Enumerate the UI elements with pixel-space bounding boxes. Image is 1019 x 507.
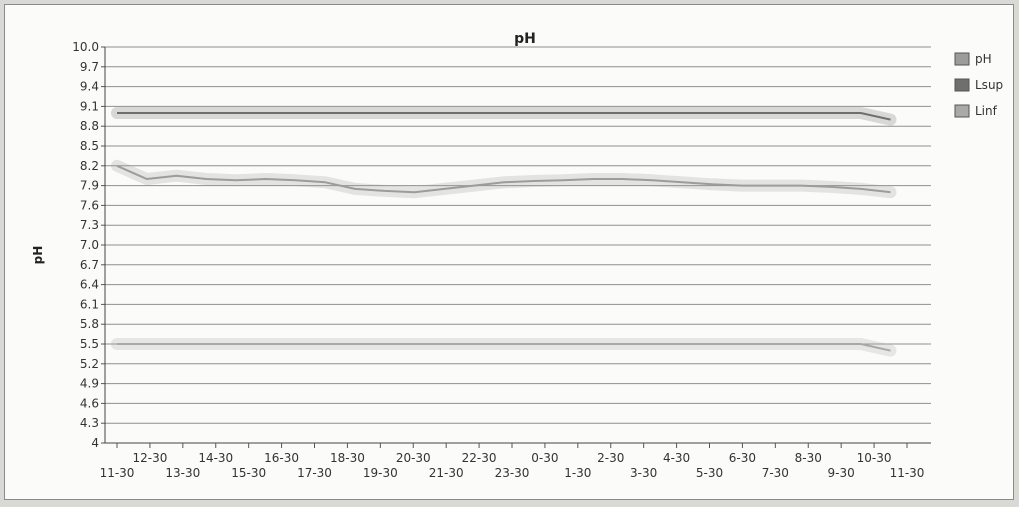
series-line-lsup: [117, 112, 891, 121]
y-tick-label: 5.2: [80, 357, 99, 371]
series-line-linf: [117, 343, 891, 352]
series-band-ph: [111, 159, 897, 199]
x-tick-label-lower: 13-30: [165, 466, 200, 480]
x-tick-label-upper: 8-30: [795, 451, 822, 465]
x-tick-label-lower: 23-30: [495, 466, 530, 480]
legend: pH Lsup Linf: [954, 52, 1003, 118]
x-tick-label-upper: 16-30: [264, 451, 299, 465]
y-tick-label: 4.6: [80, 396, 99, 410]
x-tick-label-lower: 7-30: [762, 466, 789, 480]
y-tick-label: 10.0: [72, 40, 99, 54]
x-tick-labels: 11-30 13-30 15-30 17-30 19-30 21-30 23-30 1-30 3…: [100, 451, 925, 480]
ph-line-chart: pH pH 10.0 9.7 9.4 9.1 8.8 8.5 8.2 7.9 7.6 7.3 7.0…: [31, 31, 1003, 480]
x-tick-label-lower: 1-30: [564, 466, 591, 480]
x-tick-label-upper: 10-30: [857, 451, 892, 465]
y-tick-label: 4.3: [80, 416, 99, 430]
x-tick-label-lower: 19-30: [363, 466, 398, 480]
x-tick-label-upper: 4-30: [663, 451, 690, 465]
y-tick-label: 7.3: [80, 218, 99, 232]
x-tick-label-upper: 6-30: [729, 451, 756, 465]
y-tick-labels: 10.0 9.7 9.4 9.1 8.8 8.5 8.2 7.9 7.6 7.3 7.0 6.7 6.4…: [72, 40, 99, 450]
y-tick-label: 8.2: [80, 159, 99, 173]
y-tick-label: 6.4: [80, 278, 99, 292]
legend-label-lsup: Lsup: [975, 78, 1003, 92]
x-tick-label-upper: 18-30: [330, 451, 365, 465]
grid-lines: [105, 46, 931, 444]
x-tick-label-lower: 17-30: [297, 466, 332, 480]
y-tick-label: 7.6: [80, 198, 99, 212]
series-lines: [111, 107, 897, 357]
legend-swatch-lsup: [954, 78, 970, 92]
y-tick-label: 4.9: [80, 377, 99, 391]
x-tick-label-upper: 2-30: [597, 451, 624, 465]
legend-label-linf: Linf: [975, 104, 998, 118]
y-tick-label: 8.5: [80, 139, 99, 153]
x-tick-label-upper: 14-30: [198, 451, 233, 465]
y-tick-label: 8.8: [80, 119, 99, 133]
x-tick-label-lower: 11-30: [890, 466, 925, 480]
y-tick-label: 4: [91, 436, 99, 450]
y-tick-label: 7.9: [80, 179, 99, 193]
y-tick-label: 7.0: [80, 238, 99, 252]
legend-swatch-linf: [954, 104, 970, 118]
y-tick-label: 9.7: [80, 60, 99, 74]
y-tick-label: 9.1: [80, 99, 99, 113]
x-tick-label-upper: 22-30: [462, 451, 497, 465]
x-tick-label-lower: 3-30: [630, 466, 657, 480]
x-tick-label-lower: 21-30: [429, 466, 464, 480]
x-tick-label-lower: 9-30: [828, 466, 855, 480]
axes: [101, 46, 931, 448]
x-tick-label-upper: 0-30: [531, 451, 558, 465]
y-tick-label: 5.5: [80, 337, 99, 351]
y-tick-label: 6.1: [80, 297, 99, 311]
x-tick-label-lower: 15-30: [231, 466, 266, 480]
x-tick-label-lower: 11-30: [100, 466, 135, 480]
y-tick-label: 9.4: [80, 80, 99, 94]
legend-label-ph: pH: [975, 52, 992, 66]
y-tick-label: 5.8: [80, 317, 99, 331]
x-tick-label-lower: 5-30: [696, 466, 723, 480]
y-tick-label: 6.7: [80, 258, 99, 272]
legend-swatch-ph: [954, 52, 970, 66]
series-line-ph: [116, 164, 891, 194]
x-tick-label-upper: 20-30: [396, 451, 431, 465]
y-axis-title: pH: [31, 246, 45, 265]
chart-frame: pH pH 10.0 9.7 9.4 9.1 8.8 8.5 8.2 7.9 7.6 7.3 7.0…: [4, 4, 1014, 500]
x-tick-label-upper: 12-30: [132, 451, 167, 465]
chart-title: pH: [514, 31, 536, 47]
